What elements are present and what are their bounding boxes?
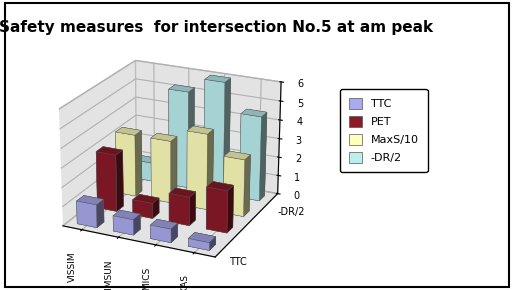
Legend: TTC, PET, MaxS/10, -DR/2: TTC, PET, MaxS/10, -DR/2 (340, 89, 428, 172)
Text: Safety measures  for intersection No.5 at am peak: Safety measures for intersection No.5 at… (0, 20, 433, 35)
